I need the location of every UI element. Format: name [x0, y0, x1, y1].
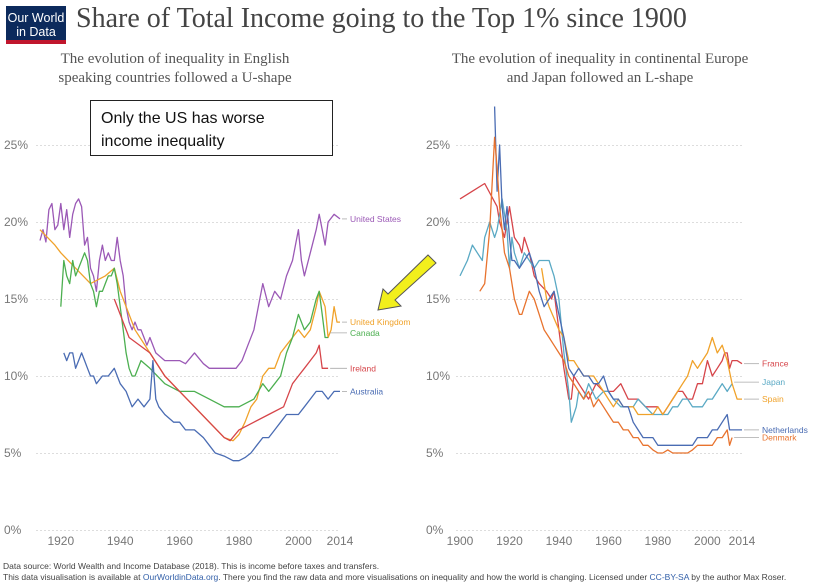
- footer-owid-link[interactable]: OurWorldinData.org: [142, 572, 219, 582]
- right-x-tick-label: 1920: [496, 534, 523, 548]
- logo-line2: in Data: [16, 25, 56, 39]
- left-series-label: United Kingdom: [350, 317, 410, 327]
- left-x-tick-label: 1960: [166, 534, 193, 548]
- left-y-tick-label: 25%: [4, 138, 28, 152]
- right-x-tick-label: 1940: [546, 534, 573, 548]
- left-series-label: Ireland: [350, 363, 376, 373]
- right-series-line-denmark: [479, 136, 733, 454]
- footer-license-link[interactable]: CC-BY-SA: [649, 572, 689, 582]
- right-series-label: Japan: [762, 377, 785, 387]
- left-x-tick-label: 2000: [285, 534, 312, 548]
- annotation-box: Only the US has worse income inequality: [90, 100, 333, 156]
- right-series-label: Netherlands: [762, 425, 808, 435]
- right-series-line-spain: [540, 268, 742, 416]
- right-y-tick-label: 25%: [426, 138, 450, 152]
- footer-middle: . There you find the raw data and more v…: [218, 572, 650, 582]
- right-series-label: Denmark: [762, 433, 797, 443]
- right-series-line-netherlands: [493, 106, 742, 446]
- logo-stripe: [6, 40, 66, 44]
- left-y-tick-label: 20%: [4, 215, 28, 229]
- right-series-label: Spain: [762, 394, 784, 404]
- footer-suffix: by the author Max Roser.: [688, 572, 787, 582]
- right-y-tick-label: 5%: [426, 446, 444, 460]
- right-y-tick-label: 10%: [426, 369, 450, 383]
- right-y-tick-label: 20%: [426, 215, 450, 229]
- left-series-line-canada: [60, 252, 329, 408]
- left-x-tick-label: 2014: [327, 534, 354, 548]
- right-y-tick-label: 0%: [426, 523, 444, 537]
- right-series-label: France: [762, 359, 789, 369]
- owid-logo: Our World in Data: [6, 6, 66, 44]
- right-subtitle-line2: and Japan followed an L-shape: [506, 70, 694, 86]
- left-x-tick-label: 1920: [47, 534, 74, 548]
- right-x-tick-label: 1900: [447, 534, 474, 548]
- left-y-tick-label: 5%: [4, 446, 22, 460]
- left-y-tick-label: 15%: [4, 292, 28, 306]
- logo-line1: Our World: [7, 11, 65, 25]
- left-series-label: United States: [350, 214, 401, 224]
- left-series-line-australia: [63, 352, 340, 462]
- left-x-tick-label: 1980: [226, 534, 253, 548]
- left-subtitle-line1: The evolution of inequality in English: [60, 51, 290, 67]
- left-x-tick-label: 1940: [107, 534, 134, 548]
- right-x-tick-label: 1960: [595, 534, 622, 548]
- footer-prefix: This data visualisation is available at: [3, 572, 143, 582]
- footer-availability: This data visualisation is available at …: [3, 572, 786, 582]
- left-y-tick-label: 10%: [4, 369, 28, 383]
- yellow-arrow: [377, 254, 437, 311]
- left-y-tick-label: 0%: [4, 523, 22, 537]
- right-chart-subtitle: The evolution of inequality in continent…: [420, 50, 780, 88]
- right-x-tick-label: 2014: [729, 534, 756, 548]
- right-y-tick-label: 15%: [426, 292, 450, 306]
- right-x-tick-label: 2000: [694, 534, 721, 548]
- annotation-line1: Only the US has worse: [101, 110, 265, 127]
- right-x-tick-label: 1980: [645, 534, 672, 548]
- footer-source: Data source: World Wealth and Income Dat…: [3, 561, 380, 571]
- left-chart-subtitle: The evolution of inequality in English s…: [20, 50, 330, 88]
- left-series-line-ireland: [113, 298, 329, 442]
- page-title: Share of Total Income going to the Top 1…: [76, 3, 687, 34]
- annotation-line2: income inequality: [101, 133, 225, 150]
- right-subtitle-line1: The evolution of inequality in continent…: [451, 51, 749, 67]
- left-series-label: Australia: [350, 386, 383, 396]
- left-series-line-united-kingdom: [39, 229, 340, 442]
- right-series-line-japan: [459, 198, 733, 423]
- left-subtitle-line2: speaking countries followed a U-shape: [58, 70, 292, 86]
- left-series-line-united-states: [39, 198, 341, 369]
- left-series-label: Canada: [350, 328, 380, 338]
